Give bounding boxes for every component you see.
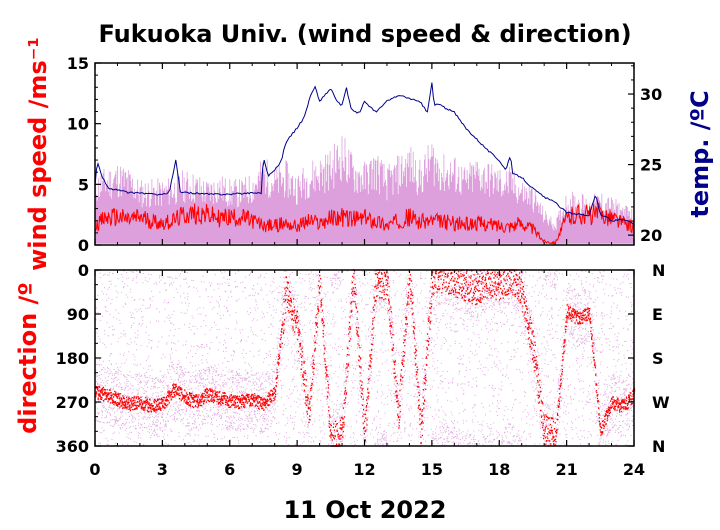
x-tick-label: 18 xyxy=(488,460,510,479)
compass-tick-label: S xyxy=(652,349,664,368)
y-tick-label: 15 xyxy=(67,54,89,73)
compass-tick-label: W xyxy=(652,393,670,412)
compass-tick-label: N xyxy=(652,437,665,456)
x-tick-label: 24 xyxy=(623,460,645,479)
direction-panel: 0 3 6 9 12 15 18 21 24 0 90 180 270 360 N E S W N xyxy=(56,261,670,479)
x-tick-label: 12 xyxy=(353,460,375,479)
wind-gust-series xyxy=(94,136,635,244)
wind-speed-panel: 0 5 10 15 20 25 30 xyxy=(67,54,663,255)
wind-gust-lines xyxy=(94,136,635,244)
y-tick-label: 5 xyxy=(78,175,89,194)
direction-degree-ticks: 0 90 180 270 360 xyxy=(56,261,101,456)
x-tick-label: 6 xyxy=(224,460,235,479)
x-tick-label: 0 xyxy=(89,460,100,479)
y2-tick-label: 30 xyxy=(640,85,662,104)
chart-title: Fukuoka Univ. (wind speed & direction) xyxy=(98,20,631,48)
dir-tick-label: 270 xyxy=(56,393,89,412)
y-tick-label: 10 xyxy=(67,115,89,134)
direction-axis-label: direction /º xyxy=(14,282,42,434)
x-tick-label: 3 xyxy=(157,460,168,479)
temperature-ticks: 20 25 30 xyxy=(628,65,662,245)
bottom-x-ticks: 0 3 6 9 12 15 18 21 24 xyxy=(89,270,645,479)
dir-tick-label: 90 xyxy=(67,305,89,324)
direction-instant-points xyxy=(95,269,635,447)
temperature-series xyxy=(94,82,635,225)
compass-tick-label: E xyxy=(652,305,663,324)
top-x-ticks xyxy=(94,63,635,245)
temperature-line xyxy=(94,82,635,225)
dir-tick-label: 180 xyxy=(56,349,89,368)
temperature-axis-label: temp. /ºC xyxy=(686,90,714,217)
dir-tick-label: 0 xyxy=(78,261,89,280)
wind-mean-line xyxy=(94,202,635,246)
x-axis-label: 11 Oct 2022 xyxy=(283,496,446,524)
y-tick-label: 0 xyxy=(78,236,89,255)
direction-instant-series xyxy=(95,269,635,447)
compass-tick-label: N xyxy=(652,261,665,280)
y2-tick-label: 25 xyxy=(640,156,662,175)
direction-compass-ticks: N E S W N xyxy=(628,261,670,456)
wind-speed-ticks: 0 5 10 15 xyxy=(67,54,101,255)
dir-tick-label: 360 xyxy=(56,437,89,456)
wind-speed-axis-label: wind speed /ms⁻¹ xyxy=(24,37,52,271)
x-tick-label: 9 xyxy=(292,460,303,479)
y2-tick-label: 20 xyxy=(640,226,662,245)
x-tick-label: 21 xyxy=(555,460,577,479)
wind-mean-series xyxy=(94,202,635,246)
x-tick-label: 15 xyxy=(421,460,443,479)
